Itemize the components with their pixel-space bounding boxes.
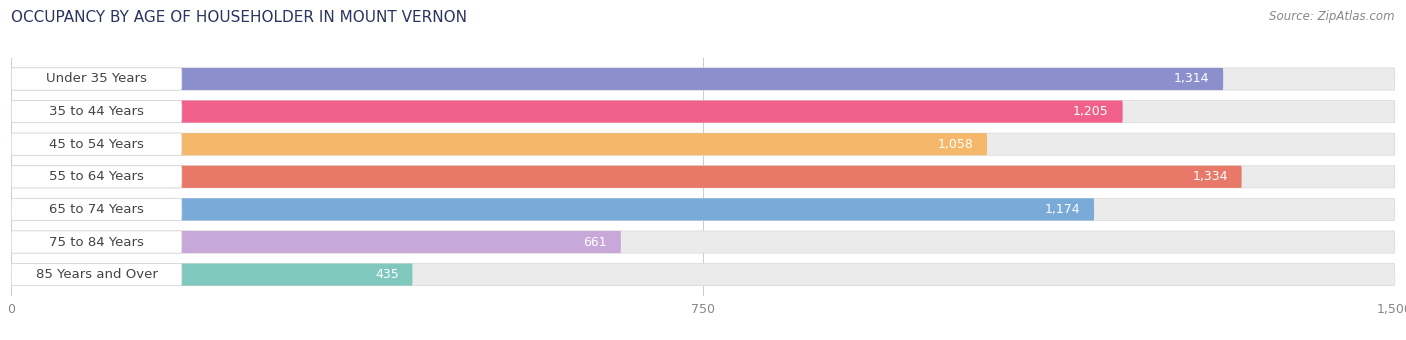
Text: Source: ZipAtlas.com: Source: ZipAtlas.com	[1270, 10, 1395, 23]
Text: 1,174: 1,174	[1045, 203, 1080, 216]
FancyBboxPatch shape	[11, 264, 181, 286]
FancyBboxPatch shape	[11, 133, 181, 155]
FancyBboxPatch shape	[11, 264, 412, 286]
FancyBboxPatch shape	[11, 166, 181, 188]
FancyBboxPatch shape	[11, 68, 1223, 90]
FancyBboxPatch shape	[11, 198, 1094, 220]
Text: 55 to 64 Years: 55 to 64 Years	[49, 170, 143, 183]
FancyBboxPatch shape	[11, 68, 181, 90]
FancyBboxPatch shape	[11, 133, 987, 155]
FancyBboxPatch shape	[11, 101, 181, 123]
Text: 65 to 74 Years: 65 to 74 Years	[49, 203, 143, 216]
FancyBboxPatch shape	[11, 231, 1395, 253]
FancyBboxPatch shape	[11, 231, 621, 253]
Text: Under 35 Years: Under 35 Years	[46, 72, 148, 85]
FancyBboxPatch shape	[11, 264, 1395, 286]
FancyBboxPatch shape	[11, 101, 1395, 123]
Text: 1,334: 1,334	[1192, 170, 1227, 183]
Text: 435: 435	[375, 268, 399, 281]
FancyBboxPatch shape	[11, 68, 1395, 90]
Text: 45 to 54 Years: 45 to 54 Years	[49, 138, 143, 151]
Text: 1,314: 1,314	[1174, 72, 1209, 85]
FancyBboxPatch shape	[11, 101, 1122, 123]
Text: 1,058: 1,058	[938, 138, 973, 151]
FancyBboxPatch shape	[11, 198, 181, 220]
Text: OCCUPANCY BY AGE OF HOUSEHOLDER IN MOUNT VERNON: OCCUPANCY BY AGE OF HOUSEHOLDER IN MOUNT…	[11, 10, 467, 25]
FancyBboxPatch shape	[11, 166, 1395, 188]
Text: 75 to 84 Years: 75 to 84 Years	[49, 236, 143, 249]
FancyBboxPatch shape	[11, 198, 1395, 220]
FancyBboxPatch shape	[11, 231, 181, 253]
Text: 85 Years and Over: 85 Years and Over	[35, 268, 157, 281]
Text: 661: 661	[583, 236, 607, 249]
Text: 35 to 44 Years: 35 to 44 Years	[49, 105, 143, 118]
FancyBboxPatch shape	[11, 133, 1395, 155]
FancyBboxPatch shape	[11, 166, 1241, 188]
Text: 1,205: 1,205	[1073, 105, 1109, 118]
